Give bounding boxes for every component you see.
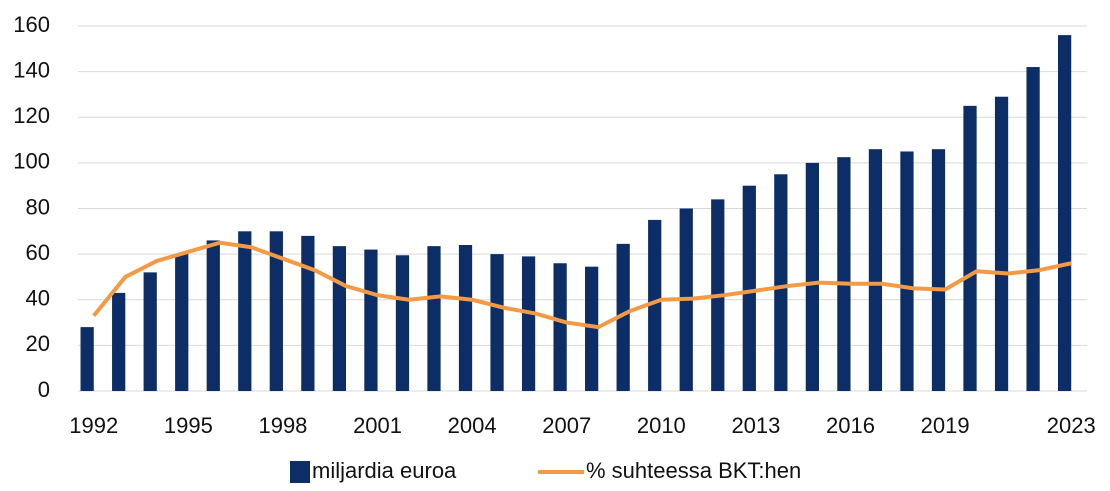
bar — [585, 266, 599, 391]
bar — [364, 249, 378, 391]
bar — [301, 235, 315, 391]
y-tick-label: 100 — [13, 149, 50, 174]
bar — [80, 327, 94, 391]
y-tick-label: 60 — [26, 240, 50, 265]
bar — [175, 254, 189, 391]
bar — [1026, 67, 1040, 391]
bar — [553, 263, 567, 391]
bar — [458, 245, 473, 391]
bar — [616, 243, 630, 391]
bar — [238, 231, 252, 391]
y-tick-label: 160 — [13, 12, 50, 37]
x-tick-label: 2010 — [637, 413, 686, 438]
y-tick-label: 20 — [26, 331, 50, 356]
bar — [206, 240, 220, 391]
bar — [521, 256, 536, 391]
x-tick-label: 2013 — [731, 413, 780, 438]
x-tick-label: 2004 — [448, 413, 497, 438]
x-tick-label: 2023 — [1047, 413, 1096, 438]
bar — [1057, 35, 1072, 391]
y-tick-label: 120 — [13, 103, 50, 128]
x-tick-label: 1998 — [258, 413, 307, 438]
y-tick-label: 140 — [13, 57, 50, 82]
legend-label: miljardia euroa — [312, 458, 457, 483]
bar — [837, 157, 851, 391]
x-tick-label: 2007 — [542, 413, 591, 438]
y-tick-label: 0 — [38, 377, 50, 402]
line — [92, 240, 1072, 330]
bar — [805, 162, 819, 391]
x-tick-label: 1992 — [69, 413, 118, 438]
bar — [269, 231, 283, 391]
bar — [395, 255, 410, 391]
bar — [931, 149, 946, 391]
x-tick-label: 2019 — [921, 413, 970, 438]
bar — [490, 254, 504, 391]
y-tick-label: 40 — [26, 286, 50, 311]
legend-swatch — [290, 461, 310, 483]
bar — [112, 292, 126, 391]
bar — [900, 151, 914, 391]
bar — [774, 174, 788, 391]
y-tick-label: 80 — [26, 194, 50, 219]
bar — [963, 105, 977, 391]
x-tick-label: 2001 — [353, 413, 402, 438]
bar — [648, 219, 662, 391]
bar — [868, 149, 883, 391]
legend-label: % suhteessa BKT:hen — [586, 458, 801, 483]
bar — [427, 246, 441, 391]
bar — [143, 272, 157, 391]
x-tick-label: 1995 — [164, 413, 213, 438]
x-tick-label: 2016 — [826, 413, 875, 438]
bar — [742, 185, 756, 391]
bar — [994, 96, 1009, 391]
bar — [332, 246, 347, 391]
